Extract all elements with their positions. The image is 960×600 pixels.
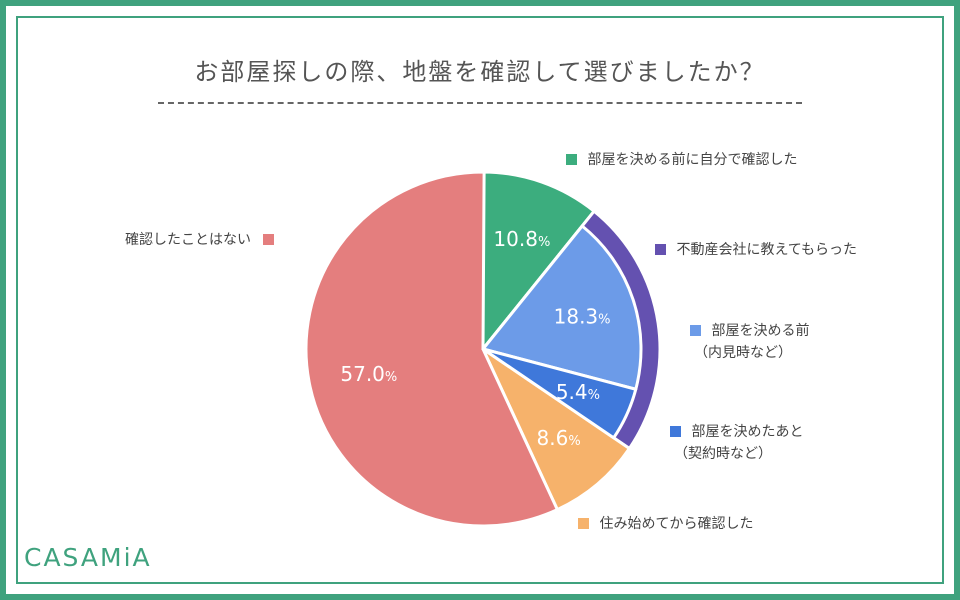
legend-item-after-moving-in: 住み始めてから確認した: [578, 513, 753, 535]
legend-label: 部屋を決める前に自分で確認した: [587, 152, 798, 168]
pie-slice-5: [304, 170, 559, 528]
legend-swatch: [263, 234, 275, 245]
legend-label: 確認したことはない: [125, 232, 251, 248]
legend-swatch: [578, 518, 589, 529]
legend-label: 住み始めてから確認した: [599, 516, 754, 532]
pie-slice-4: [481, 347, 631, 512]
pie-slice-2: [481, 224, 643, 391]
legend-item-before-viewing: 部屋を決める前 （内見時など）: [690, 320, 809, 364]
legend-label: 部屋を決める前: [711, 323, 810, 339]
slice-value-label-4: 8.6%: [537, 426, 581, 450]
legend-swatch: [566, 154, 577, 165]
casamia-logo: CASAMiA: [24, 543, 152, 572]
pie-slice-0: [481, 170, 596, 351]
legend-item-never-checked: 確認したことはない: [125, 229, 275, 251]
legend-swatch: [670, 426, 681, 437]
legend-label: 不動産会社に教えてもらった: [676, 242, 858, 258]
legend-swatch: [690, 325, 701, 336]
pie-slice-3: [481, 347, 638, 440]
slice-value-label-2: 18.3%: [554, 304, 611, 328]
slice-value-label-3: 5.4%: [556, 380, 600, 404]
chart-title: お部屋探しの際、地盤を確認して選びましたか？: [194, 58, 766, 86]
legend-label-sub: （契約時など）: [674, 446, 772, 462]
slice-value-label-0: 10.8%: [493, 227, 550, 251]
slice-value-label-5: 57.0%: [340, 362, 397, 386]
legend-item-self-check: 部屋を決める前に自分で確認した: [566, 149, 797, 171]
legend-item-agent-told: 不動産会社に教えてもらった: [655, 239, 857, 261]
legend-item-after-deciding: 部屋を決めたあと （契約時など）: [670, 421, 803, 465]
legend-label-sub: （内見時など）: [694, 345, 792, 361]
legend-label: 部屋を決めたあと: [691, 424, 804, 440]
title-underline: [158, 102, 802, 104]
inner-frame: [16, 16, 944, 584]
legend-swatch: [655, 244, 666, 255]
